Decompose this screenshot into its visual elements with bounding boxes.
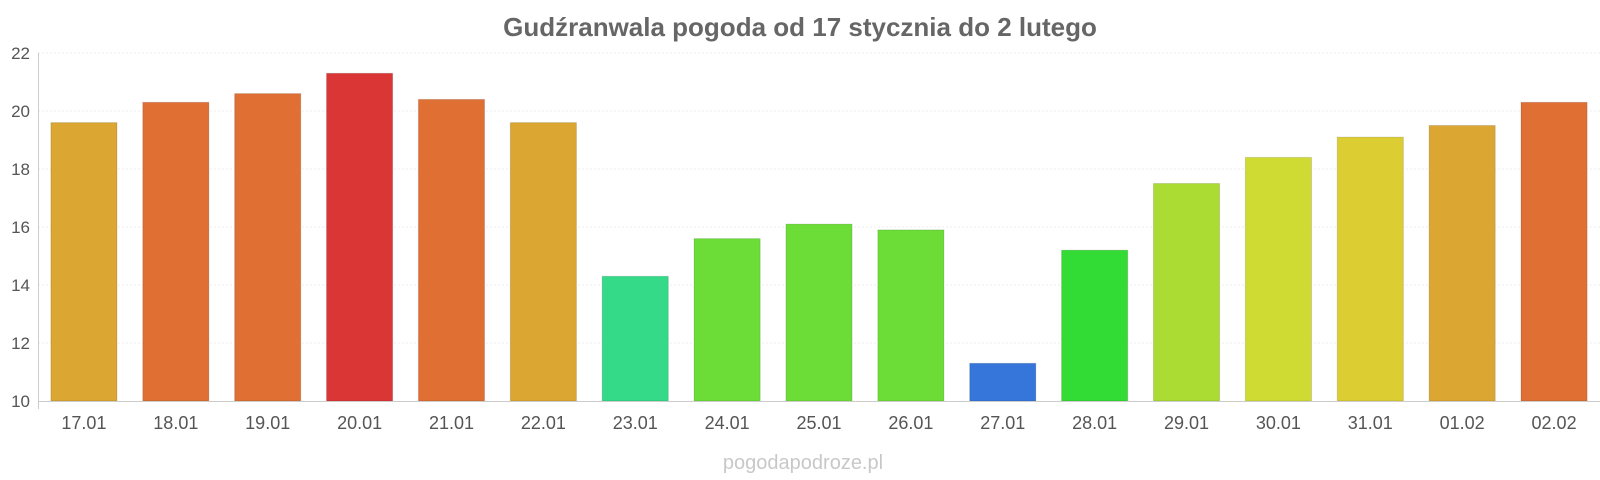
bar-29.01 <box>1152 183 1221 402</box>
x-tick-label: 02.02 <box>1532 413 1577 433</box>
bar-23.01 <box>601 275 669 402</box>
bar-21.01 <box>417 98 486 402</box>
x-tick-label: 26.01 <box>888 413 933 433</box>
bar-26.01 <box>877 229 945 402</box>
x-tick-label: 21.01 <box>429 413 474 433</box>
bar-27.01 <box>969 362 1037 402</box>
bar-18.01 <box>142 101 210 402</box>
y-axis-ticks: 10 12 14 16 18 20 22 <box>11 44 30 411</box>
x-tick-label: 25.01 <box>796 413 841 433</box>
x-tick-label: 17.01 <box>61 413 106 433</box>
bar-20.01 <box>326 72 394 402</box>
x-tick-label: 27.01 <box>980 413 1025 433</box>
bar-17.01 <box>50 122 118 402</box>
y-tick-label: 12 <box>11 334 30 353</box>
y-tick-label: 18 <box>11 160 30 179</box>
y-tick-label: 16 <box>11 218 30 237</box>
x-axis-ticks: 17.01 18.01 19.01 20.01 21.01 22.01 23.01 24.01… <box>61 413 1576 433</box>
bar-30.01 <box>1244 156 1312 402</box>
bar-28.01 <box>1061 249 1129 402</box>
bar-22.01 <box>509 122 577 402</box>
y-tick-label: 14 <box>11 276 30 295</box>
x-tick-label: 22.01 <box>521 413 566 433</box>
x-tick-label: 23.01 <box>613 413 658 433</box>
x-tick-label: 30.01 <box>1256 413 1301 433</box>
bars <box>50 72 1588 402</box>
x-tick-label: 19.01 <box>245 413 290 433</box>
x-tick-label: 28.01 <box>1072 413 1117 433</box>
x-tick-label: 24.01 <box>705 413 750 433</box>
bar-01.02 <box>1428 125 1496 402</box>
watermark: pogodapodroze.pl <box>723 452 883 474</box>
y-tick-label: 20 <box>11 102 30 121</box>
x-tick-label: 01.02 <box>1440 413 1485 433</box>
x-tick-label: 31.01 <box>1348 413 1393 433</box>
bar-02.02 <box>1520 101 1588 402</box>
chart-title: Gudźranwala pogoda od 17 stycznia do 2 l… <box>503 12 1097 42</box>
x-tick-label: 29.01 <box>1164 413 1209 433</box>
bar-31.01 <box>1336 136 1404 402</box>
y-tick-label: 10 <box>11 392 30 411</box>
bar-24.01 <box>693 238 761 402</box>
bar-25.01 <box>785 223 853 402</box>
x-tick-label: 20.01 <box>337 413 382 433</box>
y-tick-label: 22 <box>11 44 30 63</box>
bar-19.01 <box>234 93 302 402</box>
x-tick-label: 18.01 <box>153 413 198 433</box>
